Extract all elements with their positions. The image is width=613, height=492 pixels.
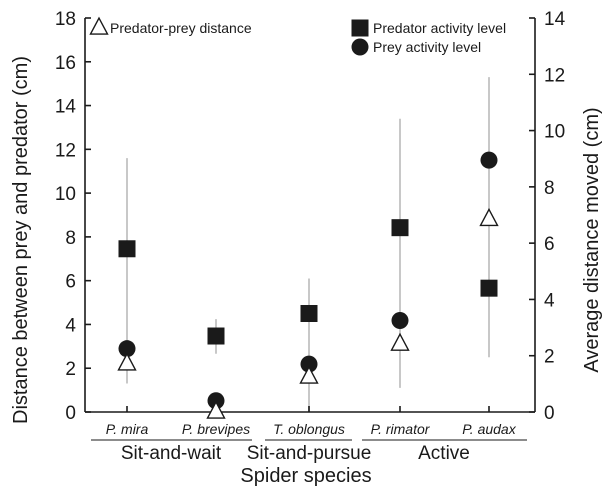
y-right-tick-label: 2 (544, 347, 555, 368)
legend-marker (89, 16, 109, 35)
y-left-tick-label: 6 (65, 272, 76, 293)
predator-activity-point (118, 240, 136, 258)
y-right-tick-label: 10 (544, 122, 565, 143)
predator-prey-distance-point (479, 207, 499, 227)
species-label: T. oblongus (273, 421, 345, 437)
species-label: P. audax (462, 421, 516, 437)
y-left-tick-label: 4 (65, 315, 76, 336)
y-right-tick-label: 8 (544, 178, 555, 199)
species-group-label: Active (418, 443, 470, 464)
species-group-label: Sit-and-wait (121, 443, 222, 464)
predator-prey-distance-point (206, 400, 226, 419)
legend-entry-label: Predator activity level (373, 20, 506, 36)
left-axis-ticks: 0 2 4 6 8 10 12 14 16 18 (55, 9, 91, 424)
axes (84, 18, 536, 413)
x-axis-label: Spider species (240, 465, 371, 487)
y-axis-right-label: Average distance moved (cm) (581, 107, 603, 372)
y-left-tick-label: 2 (65, 359, 76, 380)
legend-marker (351, 19, 369, 37)
predator-activity-point (391, 219, 409, 237)
y-left-tick-label: 12 (55, 140, 76, 161)
predator-activity-point (300, 305, 318, 322)
legend-entry-label: Prey activity level (373, 39, 481, 55)
species-group-label: Sit-and-pursue (247, 443, 372, 464)
y-left-tick-label: 14 (55, 97, 77, 118)
y-left-tick-label: 18 (55, 9, 76, 30)
legend-entry-label: Predator-prey distance (110, 20, 252, 36)
prey-activity-point (480, 151, 498, 169)
y-right-tick-label: 0 (544, 403, 555, 424)
species-label: P. mira (106, 421, 149, 437)
y-axis-left-label: Distance between prey and predator (cm) (10, 56, 32, 424)
prey-activity-point (300, 355, 318, 373)
y-right-tick-label: 4 (544, 290, 555, 311)
y-left-tick-label: 10 (55, 184, 76, 205)
x-axis-labels: P. mira P. brevipes T. oblongus P. rimator P… (91, 421, 527, 464)
predator-prey-distance-point (299, 365, 319, 384)
y-right-tick-label: 6 (544, 234, 555, 255)
right-axis-ticks: 0 2 4 6 8 10 12 14 (529, 9, 566, 424)
predator-activity-point (207, 327, 225, 345)
y-right-tick-label: 14 (544, 9, 566, 30)
species-label: P. brevipes (182, 421, 250, 437)
predator-prey-distance-point (390, 332, 410, 351)
y-left-tick-label: 16 (55, 53, 76, 74)
y-left-tick-label: 0 (65, 403, 76, 424)
y-left-tick-label: 8 (65, 228, 76, 249)
legend: Predator-prey distance Predator activity … (89, 16, 506, 56)
predator-prey-distance-point (117, 352, 137, 371)
predator-activity-point (480, 279, 498, 297)
prey-activity-point (391, 312, 409, 330)
y-right-tick-label: 12 (544, 65, 565, 86)
data-markers (117, 151, 499, 419)
prey-activity-point (118, 340, 136, 358)
species-label: P. rimator (371, 421, 431, 437)
legend-marker (351, 38, 369, 56)
